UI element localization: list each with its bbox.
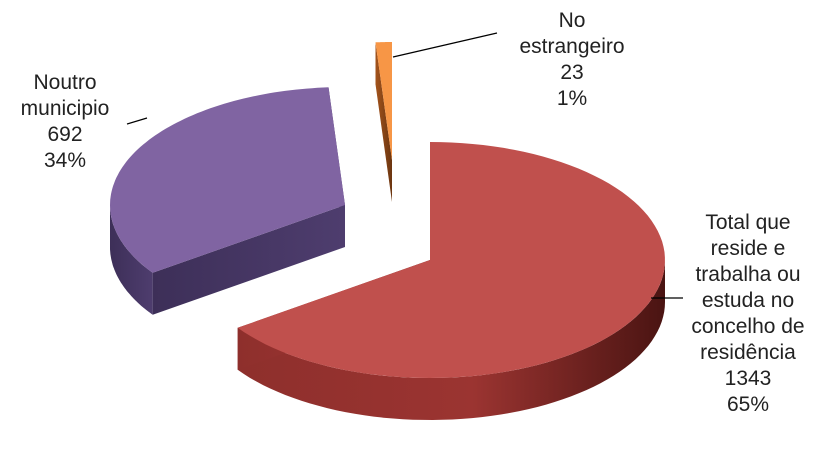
slices-layer [110, 42, 665, 420]
label-percent: 1% [556, 87, 588, 110]
label-value: 23 [560, 61, 584, 84]
slice-total-concelho [237, 142, 665, 420]
label-percent: 34% [43, 149, 87, 172]
slice-noutro-municipio [110, 87, 345, 315]
leader-line [126, 117, 148, 125]
label-line: estuda no [701, 289, 795, 312]
label-no-estrangeiro: No estrangeiro 23 1% [492, 8, 652, 112]
label-line: estrangeiro [519, 35, 625, 58]
leader-line [392, 32, 498, 58]
label-line: residência [700, 341, 796, 364]
label-percent: 65% [726, 393, 770, 416]
label-total-concelho: Total que reside e trabalha ou estuda no con… [668, 210, 825, 418]
label-line: No [558, 9, 586, 32]
label-line: Noutro [33, 71, 97, 94]
slice-no-estrangeiro [375, 42, 392, 202]
label-line: concelho de [691, 315, 805, 338]
label-line: municipio [20, 97, 110, 120]
label-line: Total que [705, 211, 791, 234]
label-noutro-municipio: Noutro municipio 692 34% [5, 70, 125, 174]
label-line: reside e [710, 237, 786, 260]
label-line: trabalha ou [695, 263, 801, 286]
label-value: 1343 [724, 367, 772, 390]
label-value: 692 [47, 123, 83, 146]
leader-lines [126, 32, 683, 299]
